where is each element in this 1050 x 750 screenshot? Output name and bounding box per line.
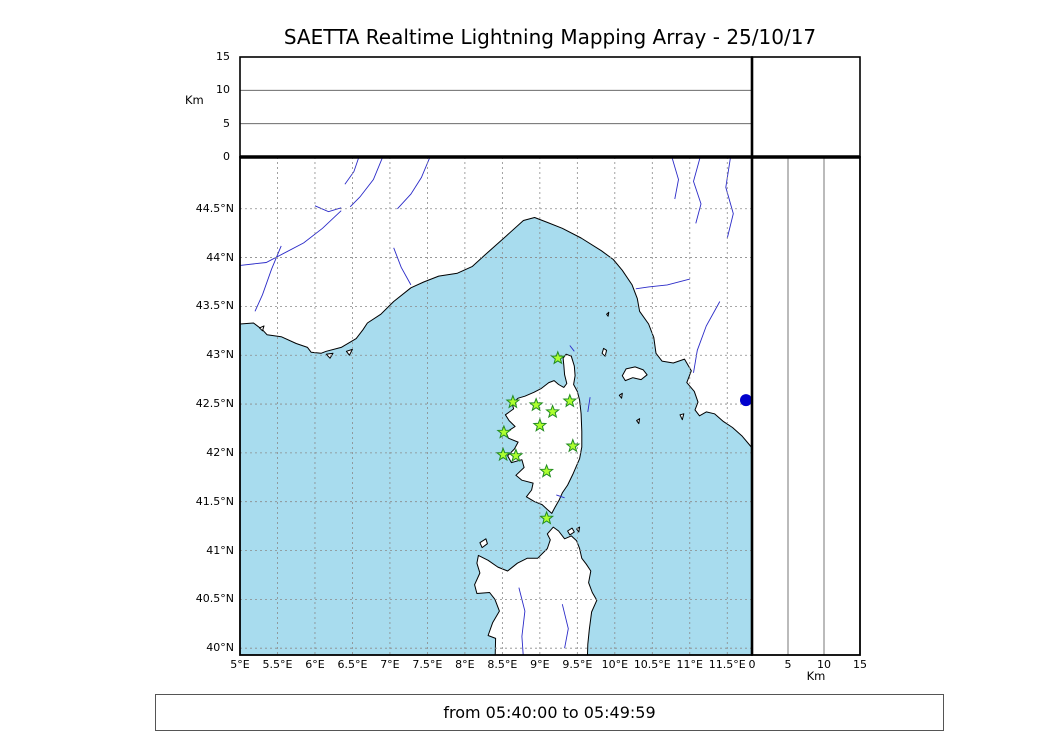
island-coastline xyxy=(618,392,623,399)
lat-tick-label: 42.5°N xyxy=(195,397,234,411)
alt-axis-km-label-top: Km xyxy=(185,93,204,107)
station-star-marker xyxy=(562,393,578,408)
alt-lat-panel-border xyxy=(751,156,861,656)
station-star-marker xyxy=(505,394,521,409)
lat-tick-label: 41.5°N xyxy=(195,494,234,508)
island-coastline xyxy=(345,348,353,356)
lon-tick-label: 9°E xyxy=(530,658,550,671)
alt-lon-panel-border xyxy=(239,56,753,158)
station-star-marker xyxy=(496,424,512,439)
island-coastline xyxy=(601,347,608,357)
altitude-tick-label-right: 0 xyxy=(748,658,756,671)
station-star-marker xyxy=(495,446,511,462)
river xyxy=(635,278,690,290)
lat-tick-label: 44.5°N xyxy=(195,201,234,215)
altitude-tick-label-top: 5 xyxy=(223,116,230,130)
lon-tick-label: 9.5°E xyxy=(562,658,593,671)
lon-tick-label: 8°E xyxy=(455,658,475,671)
altitude-tick-label-top: 15 xyxy=(216,50,230,63)
map-layer xyxy=(240,157,752,655)
island-coastline xyxy=(679,413,685,421)
island-coastline xyxy=(621,366,648,382)
alt-axis-km-label-right: Km xyxy=(806,669,826,683)
station-star-marker xyxy=(508,447,524,463)
station-star-marker xyxy=(545,404,561,419)
lat-tick-label: 41°N xyxy=(206,543,234,557)
lat-tick-label: 43°N xyxy=(206,348,234,362)
altitude-tick-label-top: 0 xyxy=(223,150,230,163)
figure-title: SAETTA Realtime Lightning Mapping Array … xyxy=(283,25,817,49)
river xyxy=(693,301,721,373)
altitude-tick-label-top: 10 xyxy=(216,83,230,97)
river xyxy=(725,157,734,239)
river xyxy=(393,247,412,286)
altitude-tick-label-right: 5 xyxy=(784,658,792,671)
lon-tick-label: 10.5°E xyxy=(633,658,671,671)
lat-tick-label: 42°N xyxy=(206,445,234,459)
station-star-marker xyxy=(528,397,544,412)
lon-tick-label: 11.5°E xyxy=(708,658,746,671)
river xyxy=(344,157,360,185)
lat-tick-label: 40.5°N xyxy=(195,592,234,606)
river xyxy=(349,157,384,208)
river xyxy=(240,210,342,266)
island-coastline xyxy=(636,418,641,425)
river xyxy=(397,157,431,210)
station-star-marker xyxy=(565,438,581,453)
station-star-marker xyxy=(550,350,566,365)
lon-tick-label: 8.5°E xyxy=(487,658,518,671)
lon-tick-label: 5.5°E xyxy=(262,658,293,671)
river xyxy=(693,157,702,224)
river xyxy=(561,604,569,649)
corner-panel-border xyxy=(751,56,861,158)
island-coastline xyxy=(606,311,610,317)
station-star-marker xyxy=(539,463,555,478)
altitude-tick-label-right: 15 xyxy=(853,658,867,671)
river xyxy=(569,345,575,352)
island-coastline xyxy=(259,325,265,332)
time-range-box: from 05:40:00 to 05:49:59 xyxy=(155,694,944,731)
lon-tick-label: 10°E xyxy=(601,658,629,671)
station-star-marker xyxy=(539,510,555,525)
mainland-coastline xyxy=(240,157,752,449)
island-coastline xyxy=(325,352,334,359)
event-dot xyxy=(740,394,752,407)
river xyxy=(671,157,679,200)
lon-tick-label: 11°E xyxy=(676,658,703,671)
lon-tick-label: 5°E xyxy=(230,658,250,671)
lon-tick-label: 7.5°E xyxy=(412,658,443,671)
lon-tick-label: 6°E xyxy=(305,658,325,671)
lon-tick-label: 7°E xyxy=(380,658,400,671)
altitude-tick-label-right: 10 xyxy=(817,658,831,671)
corsica-coastline xyxy=(504,353,583,514)
time-range-text: from 05:40:00 to 05:49:59 xyxy=(443,703,656,722)
lat-tick-label: 40°N xyxy=(206,641,234,655)
island-coastline xyxy=(479,538,488,549)
river xyxy=(556,494,565,499)
lat-tick-label: 44°N xyxy=(206,250,234,264)
lon-tick-label: 6.5°E xyxy=(337,658,368,671)
island-coastline xyxy=(576,526,581,533)
sardinia-coastline xyxy=(474,526,598,655)
station-star-marker xyxy=(532,417,548,432)
river xyxy=(587,397,591,412)
island-coastline xyxy=(567,527,575,536)
lat-tick-label: 43.5°N xyxy=(195,299,234,313)
